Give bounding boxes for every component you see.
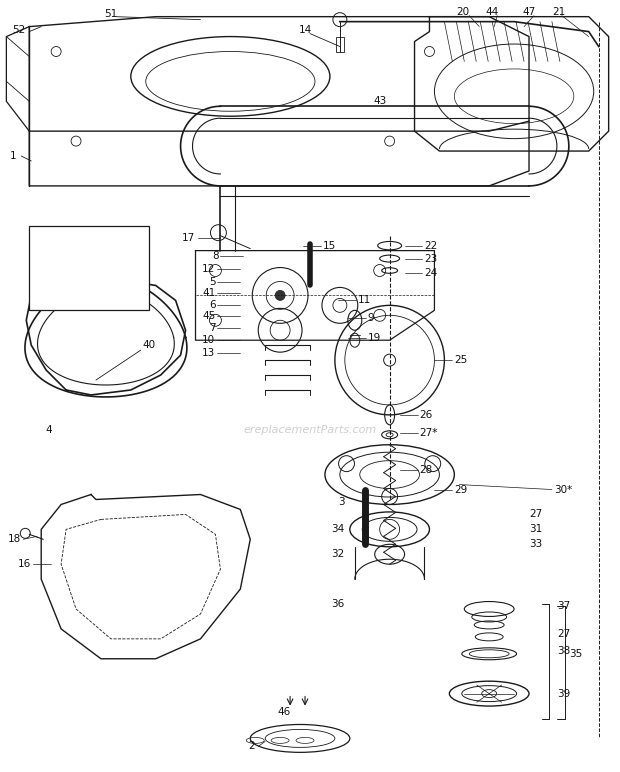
Text: 17: 17 (182, 232, 195, 242)
Text: 15: 15 (323, 241, 336, 251)
Text: 28: 28 (420, 465, 433, 475)
Text: 5: 5 (209, 277, 215, 287)
Text: 44: 44 (485, 7, 499, 17)
Text: 25: 25 (454, 355, 467, 365)
Text: 51: 51 (104, 8, 118, 19)
Text: 10: 10 (202, 335, 215, 345)
Text: 43: 43 (373, 96, 386, 107)
Text: 19: 19 (368, 334, 381, 344)
Text: 12: 12 (202, 263, 215, 273)
Circle shape (275, 290, 285, 300)
Text: 33: 33 (529, 540, 542, 550)
Text: 8: 8 (212, 251, 218, 261)
Text: 47: 47 (523, 7, 536, 17)
Text: 27: 27 (529, 510, 542, 520)
Text: 40: 40 (142, 340, 155, 350)
Text: 6: 6 (209, 300, 215, 310)
Text: 41: 41 (202, 289, 215, 299)
Text: 39: 39 (557, 689, 570, 699)
Text: 24: 24 (425, 268, 438, 277)
Text: 27*: 27* (420, 428, 438, 438)
Text: 16: 16 (18, 559, 31, 569)
Text: 46: 46 (278, 706, 291, 716)
Text: 45: 45 (202, 311, 215, 321)
Text: 1: 1 (10, 151, 17, 161)
Text: 30*: 30* (554, 485, 572, 495)
Bar (336, 36, 344, 52)
Text: 9: 9 (368, 313, 374, 323)
Text: 27: 27 (557, 629, 570, 639)
Text: 11: 11 (358, 296, 371, 306)
Text: 20: 20 (456, 7, 469, 17)
Text: 7: 7 (209, 323, 215, 334)
Text: 32: 32 (332, 549, 345, 559)
Text: 23: 23 (425, 253, 438, 263)
Text: 4: 4 (46, 425, 53, 435)
Text: 34: 34 (332, 524, 345, 534)
Text: 36: 36 (332, 599, 345, 609)
Text: 52: 52 (12, 25, 26, 35)
Text: 22: 22 (425, 241, 438, 251)
Text: 37: 37 (557, 601, 570, 611)
Text: 18: 18 (8, 534, 21, 544)
Text: 29: 29 (454, 485, 467, 495)
Text: ereplacementParts.com: ereplacementParts.com (244, 425, 376, 435)
Text: 38: 38 (557, 646, 570, 655)
Text: 13: 13 (202, 348, 215, 358)
Bar (29, 225, 149, 310)
Text: 21: 21 (552, 7, 565, 17)
Text: 26: 26 (420, 410, 433, 420)
Text: 3: 3 (339, 497, 345, 507)
Text: 2: 2 (249, 741, 255, 751)
Text: 35: 35 (569, 648, 582, 659)
Text: 14: 14 (298, 25, 312, 35)
Text: 31: 31 (529, 524, 542, 534)
